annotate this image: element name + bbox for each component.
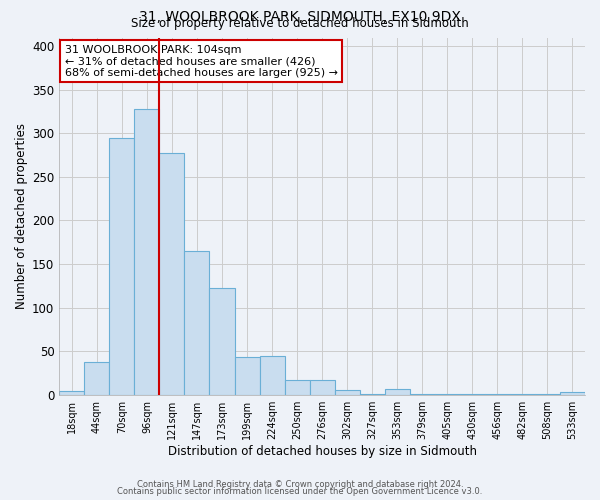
Bar xyxy=(260,356,284,395)
Y-axis label: Number of detached properties: Number of detached properties xyxy=(15,123,28,309)
Bar xyxy=(385,388,410,394)
Text: Contains public sector information licensed under the Open Government Licence v3: Contains public sector information licen… xyxy=(118,487,482,496)
Bar xyxy=(59,391,85,394)
Text: Contains HM Land Registry data © Crown copyright and database right 2024.: Contains HM Land Registry data © Crown c… xyxy=(137,480,463,489)
Bar xyxy=(235,357,260,395)
Bar xyxy=(134,109,160,395)
Bar xyxy=(560,392,585,394)
Bar xyxy=(109,138,134,394)
Bar xyxy=(284,380,310,394)
Bar xyxy=(85,362,109,394)
Text: Size of property relative to detached houses in Sidmouth: Size of property relative to detached ho… xyxy=(131,18,469,30)
X-axis label: Distribution of detached houses by size in Sidmouth: Distribution of detached houses by size … xyxy=(167,444,476,458)
Bar xyxy=(184,251,209,394)
Text: 31 WOOLBROOK PARK: 104sqm
← 31% of detached houses are smaller (426)
68% of semi: 31 WOOLBROOK PARK: 104sqm ← 31% of detac… xyxy=(65,44,338,78)
Bar xyxy=(209,288,235,395)
Bar xyxy=(335,390,359,394)
Bar xyxy=(310,380,335,394)
Text: 31, WOOLBROOK PARK, SIDMOUTH, EX10 9DX: 31, WOOLBROOK PARK, SIDMOUTH, EX10 9DX xyxy=(139,10,461,24)
Bar xyxy=(160,152,184,394)
